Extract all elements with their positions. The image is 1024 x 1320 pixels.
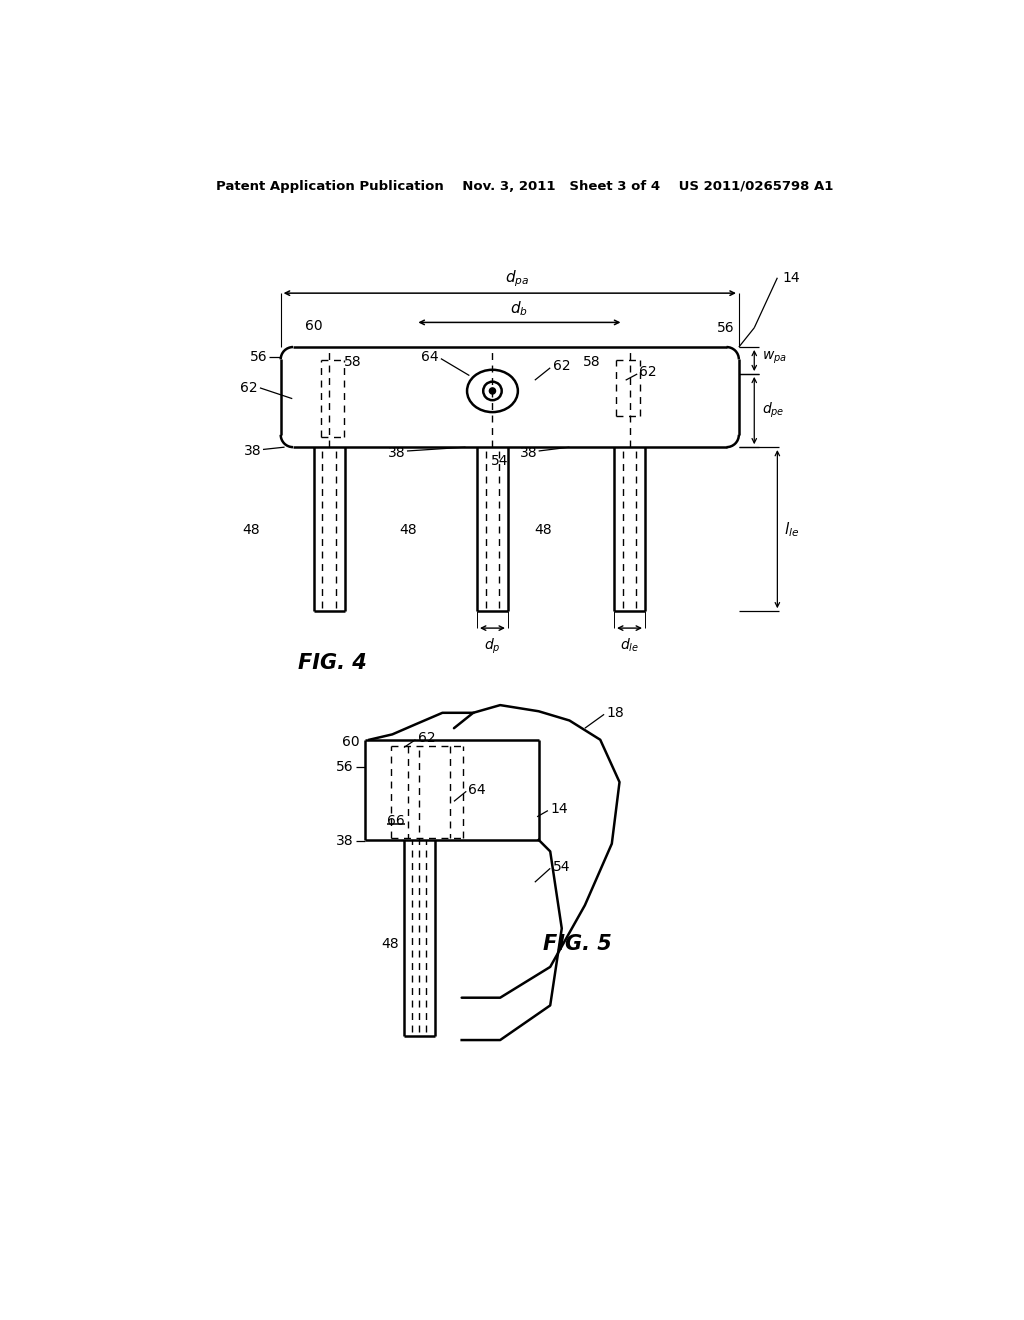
Text: $l_{le}$: $l_{le}$ bbox=[783, 520, 799, 539]
Text: 56: 56 bbox=[250, 350, 267, 364]
Text: 62: 62 bbox=[553, 359, 570, 374]
Text: FIG. 4: FIG. 4 bbox=[298, 653, 368, 673]
Text: Patent Application Publication    Nov. 3, 2011   Sheet 3 of 4    US 2011/0265798: Patent Application Publication Nov. 3, 2… bbox=[216, 180, 834, 193]
Text: FIG. 5: FIG. 5 bbox=[543, 933, 611, 954]
Text: 62: 62 bbox=[240, 381, 258, 395]
Text: 14: 14 bbox=[550, 803, 568, 816]
Text: 62: 62 bbox=[418, 731, 435, 746]
Text: 18: 18 bbox=[606, 706, 625, 719]
Text: $d_b$: $d_b$ bbox=[510, 300, 528, 318]
Text: 48: 48 bbox=[381, 937, 398, 950]
Text: $d_p$: $d_p$ bbox=[484, 636, 501, 656]
Text: $d_{pa}$: $d_{pa}$ bbox=[506, 268, 529, 289]
Text: 48: 48 bbox=[535, 523, 552, 536]
Text: 60: 60 bbox=[342, 735, 360, 748]
Text: 38: 38 bbox=[519, 446, 538, 459]
Text: 48: 48 bbox=[243, 523, 260, 536]
Text: 48: 48 bbox=[399, 523, 417, 536]
Text: 58: 58 bbox=[584, 355, 601, 370]
Text: 56: 56 bbox=[336, 760, 354, 774]
Circle shape bbox=[489, 388, 496, 395]
Text: $d_{le}$: $d_{le}$ bbox=[620, 636, 639, 653]
Text: 64: 64 bbox=[421, 350, 438, 364]
Text: 60: 60 bbox=[305, 319, 323, 333]
Text: 38: 38 bbox=[336, 834, 354, 849]
Text: $w_{pa}$: $w_{pa}$ bbox=[762, 350, 786, 367]
Text: 62: 62 bbox=[639, 366, 656, 379]
Text: 38: 38 bbox=[244, 444, 261, 458]
Text: 14: 14 bbox=[782, 271, 801, 285]
Text: 64: 64 bbox=[468, 783, 485, 797]
Text: 38: 38 bbox=[388, 446, 406, 459]
Text: 66: 66 bbox=[387, 813, 404, 828]
Text: 54: 54 bbox=[553, 859, 570, 874]
Text: 54: 54 bbox=[490, 454, 509, 469]
Text: $d_{pe}$: $d_{pe}$ bbox=[762, 401, 784, 420]
Text: 58: 58 bbox=[344, 355, 361, 370]
Text: 56: 56 bbox=[717, 321, 735, 335]
